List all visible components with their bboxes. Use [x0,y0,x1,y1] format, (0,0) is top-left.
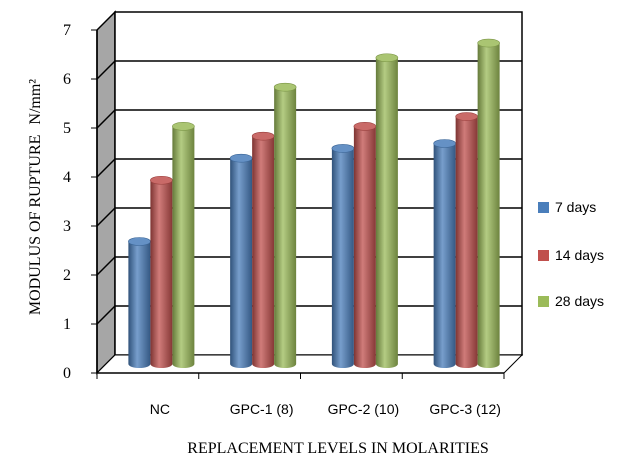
y-tick-labels: 0 1 2 3 4 5 6 7 [63,22,71,382]
side-wall [96,10,116,375]
legend-item-28-days: 28 days [538,293,604,309]
legend-item-7-days: 7 days [538,199,596,215]
legend-label: 14 days [555,247,604,263]
bar-top [172,122,195,131]
bar-body [455,116,478,368]
legend-item-14-days: 14 days [538,247,604,263]
bar-top [229,153,253,163]
bar-14-days-1 [251,131,275,368]
gridline-side [96,256,116,276]
bar-14-days-2 [353,122,377,368]
bar-7-days-3 [433,139,456,368]
gridline-side [96,305,116,325]
axes [91,29,505,379]
y-tick-label: 1 [63,316,71,333]
bar-top [353,122,377,131]
bar-top [375,53,399,63]
y-tick-label: 5 [63,120,71,137]
gridline-side [96,207,116,227]
bar-28-days-3 [477,38,500,369]
y-axis-label: MODULUS OF RUPTURE N/mm² [27,79,44,315]
gridline-side [96,60,116,80]
x-tick-label: GPC-2 (10) [328,401,400,417]
bar-top [273,82,297,92]
gridline-side [96,158,116,178]
bar-7-days-2 [331,144,355,368]
bar-body [353,126,376,368]
bar-body [172,126,195,368]
y-axis-label-text: MODULUS OF RUPTURE [27,135,44,315]
bar-top [150,175,173,185]
x-axis-label: REPLACEMENT LEVELS IN MOLARITIES [187,440,488,457]
bar-top [128,237,151,246]
bar-7-days-1 [229,153,253,368]
bar-body [274,87,297,369]
y-tick-label: 6 [63,71,71,88]
bar-28-days-2 [375,53,399,368]
legend-swatch [538,250,549,261]
bar-body [128,241,151,368]
bar-28-days-1 [273,82,297,369]
legend-label: 28 days [555,293,604,309]
bar-body [433,143,456,368]
legend-swatch [538,296,549,307]
legend-swatch [538,202,549,213]
bar-top [455,112,478,121]
bar-body [477,43,500,369]
legend-label: 7 days [555,199,596,215]
bar-top [251,131,275,141]
bar-body [150,180,173,368]
y-tick-label: 3 [63,218,71,235]
bar-28-days-0 [172,122,195,368]
bar-7-days-0 [128,237,151,368]
y-tick-label: 2 [63,267,71,284]
bar-14-days-0 [150,175,173,368]
bar-body [252,136,275,368]
x-tick-labels: NC GPC-1 (8) GPC-2 (10) GPC-3 (12) [150,401,501,417]
y-tick-label: 4 [63,169,71,186]
y-tick-label: 7 [63,22,71,39]
x-tick-label: NC [150,401,170,417]
bar-top [331,144,355,153]
bar-top [477,38,500,48]
bar-body [331,148,354,368]
bar-14-days-3 [455,112,478,368]
legend: 7 days 14 days 28 days [538,199,604,309]
bar-top [433,139,456,148]
y-tick-label: 0 [63,365,71,382]
y-axis-unit: N/mm² [27,79,44,125]
bar-body [375,57,398,368]
bar-body [230,158,253,368]
x-tick-label: GPC-3 (12) [429,401,501,417]
gridline-side [96,109,116,129]
x-tick-label: GPC-1 (8) [230,401,294,417]
bars [128,38,500,369]
